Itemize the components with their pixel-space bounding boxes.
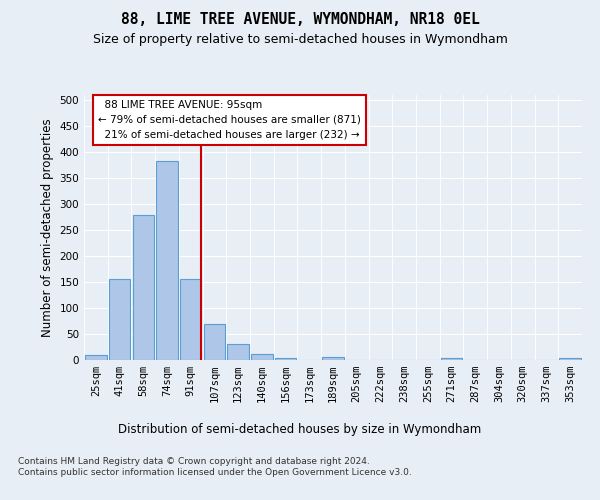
Text: Distribution of semi-detached houses by size in Wymondham: Distribution of semi-detached houses by … bbox=[118, 422, 482, 436]
Bar bbox=[109, 280, 130, 360]
Text: Size of property relative to semi-detached houses in Wymondham: Size of property relative to semi-detach… bbox=[92, 32, 508, 46]
Bar bbox=[85, 355, 107, 360]
Bar bbox=[559, 358, 581, 360]
Bar bbox=[251, 354, 272, 360]
Bar bbox=[275, 358, 296, 360]
Bar bbox=[204, 324, 225, 360]
Bar bbox=[133, 214, 154, 360]
Bar bbox=[157, 161, 178, 360]
Y-axis label: Number of semi-detached properties: Number of semi-detached properties bbox=[41, 118, 54, 337]
Bar bbox=[180, 280, 202, 360]
Text: 88, LIME TREE AVENUE, WYMONDHAM, NR18 0EL: 88, LIME TREE AVENUE, WYMONDHAM, NR18 0E… bbox=[121, 12, 479, 28]
Text: 88 LIME TREE AVENUE: 95sqm
← 79% of semi-detached houses are smaller (871)
  21%: 88 LIME TREE AVENUE: 95sqm ← 79% of semi… bbox=[98, 100, 361, 140]
Bar bbox=[322, 357, 344, 360]
Text: Contains HM Land Registry data © Crown copyright and database right 2024.
Contai: Contains HM Land Registry data © Crown c… bbox=[18, 458, 412, 477]
Bar bbox=[441, 358, 462, 360]
Bar bbox=[227, 344, 249, 360]
